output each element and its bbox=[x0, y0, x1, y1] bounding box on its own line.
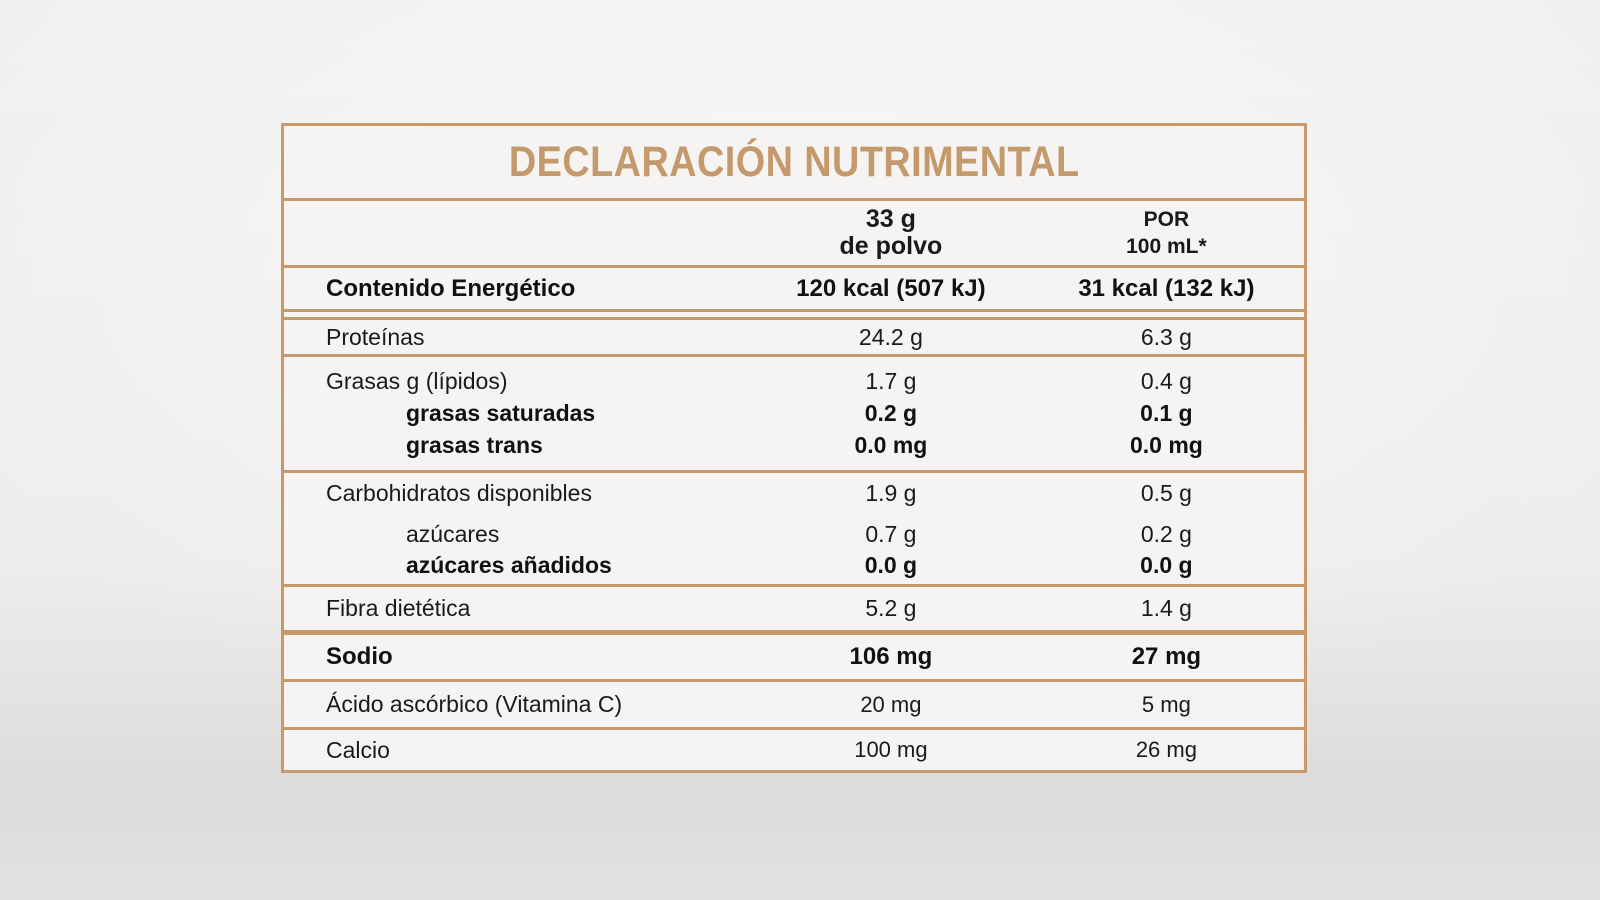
value-per-100ml: 0.0 mg bbox=[1129, 432, 1203, 459]
row-label: Calcio bbox=[326, 736, 390, 763]
row-divider bbox=[284, 584, 1304, 587]
row-divider bbox=[284, 727, 1304, 730]
row-label: Sodio bbox=[326, 643, 393, 670]
row-label: azúcares añadidos bbox=[406, 552, 612, 578]
row-label: Carbohidratos disponibles bbox=[326, 480, 592, 506]
row-label: azúcares bbox=[406, 521, 500, 547]
table-row: grasas saturadas 0.2 g 0.1 g bbox=[284, 400, 1304, 427]
value-per-100ml: 0.1 g bbox=[1140, 399, 1193, 426]
table-row: Fibra dietética 5.2 g 1.4 g bbox=[284, 595, 1304, 622]
row-divider bbox=[284, 630, 1304, 635]
table-row: Sodio 106 mg 27 mg bbox=[284, 643, 1304, 671]
section-grasas: Grasas g (lípidos) 1.7 g 0.4 g grasas satur… bbox=[284, 357, 1304, 470]
value-per-100ml: 5 mg bbox=[1141, 691, 1191, 717]
header-per100ml-line1: POR bbox=[1143, 207, 1190, 231]
row-label: Proteínas bbox=[326, 323, 425, 350]
value-serving: 1.9 g bbox=[865, 480, 917, 506]
header-per100ml-line2: 100 mL* bbox=[1126, 235, 1207, 258]
table-row: Contenido Energético 120 kcal (507 kJ) 31 … bbox=[284, 275, 1304, 303]
value-per-100ml: 0.0 g bbox=[1140, 552, 1193, 578]
row-label: Grasas g (lípidos) bbox=[326, 367, 508, 394]
table-header-row: 33 g de polvo POR 100 mL* bbox=[284, 201, 1304, 265]
value-per-100ml: 0.5 g bbox=[1140, 480, 1192, 506]
table-title-row: DECLARACIÓN NUTRIMENTAL bbox=[284, 126, 1304, 198]
section-proteinas: Proteínas 24.2 g 6.3 g bbox=[284, 320, 1304, 354]
table-row: azúcares 0.7 g 0.2 g bbox=[284, 521, 1304, 548]
section-calcio: Calcio 100 mg 26 mg bbox=[284, 730, 1304, 770]
nutrition-rows: Contenido Energético 120 kcal (507 kJ) 31 … bbox=[284, 268, 1304, 770]
row-divider bbox=[284, 679, 1304, 682]
table-row: azúcares añadidos 0.0 g 0.0 g bbox=[284, 552, 1304, 579]
value-serving: 1.7 g bbox=[865, 367, 917, 394]
value-serving: 100 mg bbox=[854, 737, 928, 762]
section-vitamina-c: Ácido ascórbico (Vitamina C) 20 mg 5 mg bbox=[284, 682, 1304, 727]
row-label: Ácido ascórbico (Vitamina C) bbox=[326, 691, 623, 717]
row-label: Contenido Energético bbox=[326, 274, 576, 302]
value-serving: 5.2 g bbox=[865, 595, 917, 621]
value-serving: 120 kcal (507 kJ) bbox=[796, 274, 986, 302]
header-col-serving: 33 g de polvo bbox=[743, 206, 1039, 260]
value-per-100ml: 31 kcal (132 kJ) bbox=[1078, 274, 1255, 302]
value-per-100ml: 27 mg bbox=[1131, 643, 1202, 670]
row-divider bbox=[284, 470, 1304, 473]
row-label: grasas saturadas bbox=[406, 399, 596, 426]
value-per-100ml: 1.4 g bbox=[1140, 595, 1192, 621]
value-serving: 0.2 g bbox=[864, 399, 918, 426]
table-row: Ácido ascórbico (Vitamina C) 20 mg 5 mg bbox=[284, 691, 1304, 718]
header-serving-line2: de polvo bbox=[839, 232, 943, 260]
value-per-100ml: 0.2 g bbox=[1140, 521, 1192, 547]
section-sodio: Sodio 106 mg 27 mg bbox=[284, 635, 1304, 679]
table-title: DECLARACIÓN NUTRIMENTAL bbox=[508, 137, 1080, 186]
row-divider bbox=[284, 309, 1304, 320]
header-serving-line1: 33 g bbox=[865, 205, 916, 233]
table-row: Grasas g (lípidos) 1.7 g 0.4 g bbox=[284, 368, 1304, 395]
value-per-100ml: 0.4 g bbox=[1140, 367, 1192, 394]
row-divider bbox=[284, 354, 1304, 357]
value-per-100ml: 26 mg bbox=[1135, 737, 1197, 762]
section-energia: Contenido Energético 120 kcal (507 kJ) 31 … bbox=[284, 268, 1304, 309]
row-divider bbox=[284, 198, 1304, 201]
table-row: Calcio 100 mg 26 mg bbox=[284, 737, 1304, 764]
value-serving: 20 mg bbox=[860, 691, 922, 717]
table-row: Carbohidratos disponibles 1.9 g 0.5 g bbox=[284, 480, 1304, 507]
section-fibra: Fibra dietética 5.2 g 1.4 g bbox=[284, 587, 1304, 630]
value-serving: 24.2 g bbox=[858, 323, 923, 350]
header-col-per100ml: POR 100 mL* bbox=[1039, 206, 1304, 261]
table-row: Proteínas 24.2 g 6.3 g bbox=[284, 324, 1304, 351]
row-divider bbox=[284, 265, 1304, 268]
value-serving: 0.7 g bbox=[865, 521, 917, 547]
nutrition-table: DECLARACIÓN NUTRIMENTAL 33 g de polvo PO… bbox=[281, 123, 1307, 773]
value-serving: 0.0 g bbox=[864, 552, 918, 578]
row-label: Fibra dietética bbox=[326, 595, 471, 621]
value-serving: 106 mg bbox=[849, 643, 933, 670]
value-serving: 0.0 mg bbox=[854, 432, 928, 459]
value-per-100ml: 6.3 g bbox=[1140, 323, 1192, 350]
section-carbohidratos: Carbohidratos disponibles 1.9 g 0.5 g azúca… bbox=[284, 473, 1304, 584]
row-label: grasas trans bbox=[406, 432, 543, 459]
table-row: grasas trans 0.0 mg 0.0 mg bbox=[284, 432, 1304, 459]
